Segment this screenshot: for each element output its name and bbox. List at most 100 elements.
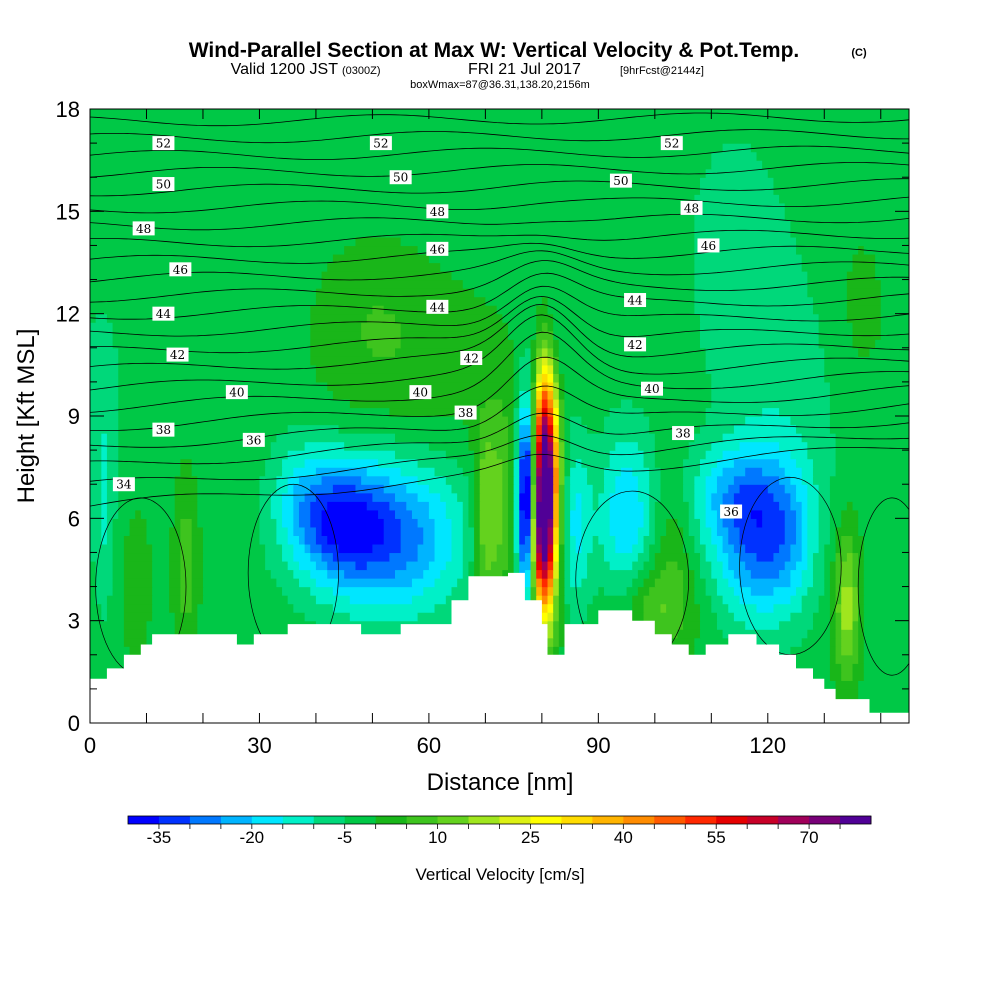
field-cell	[575, 535, 582, 545]
field-cell	[395, 313, 503, 323]
field-cell	[558, 612, 566, 622]
field-cell	[118, 424, 289, 434]
field-cell	[858, 509, 909, 519]
contour-label-box	[609, 173, 632, 188]
field-cell	[90, 356, 119, 366]
field-cell	[513, 450, 520, 460]
field-cell	[146, 518, 176, 528]
field-cell	[750, 569, 780, 579]
field-cell	[90, 535, 102, 545]
field-cell	[790, 450, 808, 460]
field-cell	[835, 552, 848, 562]
field-cell	[389, 501, 407, 511]
field-cell	[694, 492, 707, 502]
field-cell	[524, 535, 532, 545]
field-cell	[700, 424, 735, 434]
field-cell	[829, 424, 909, 434]
field-cell	[507, 433, 515, 443]
colorbar-tick-label: 55	[707, 828, 726, 847]
field-cell	[773, 586, 797, 596]
field-cell	[570, 518, 582, 528]
field-cell	[417, 518, 436, 528]
field-cell	[541, 612, 549, 622]
field-cell	[722, 535, 729, 545]
field-cell	[824, 578, 831, 588]
field-cell	[315, 620, 458, 630]
field-cell	[513, 364, 520, 374]
field-cell	[180, 560, 193, 571]
field-cell	[694, 228, 791, 238]
colorbar-bin	[375, 816, 408, 824]
field-cell	[123, 595, 153, 605]
field-cell	[90, 339, 114, 349]
field-cell	[790, 569, 803, 579]
field-cell	[321, 552, 334, 562]
colorbar-bin	[499, 816, 531, 824]
field-cell	[558, 543, 566, 554]
field-cell	[344, 441, 430, 451]
field-cell	[829, 586, 837, 596]
field-cell	[129, 646, 142, 656]
field-cell	[451, 543, 464, 554]
field-cell	[118, 390, 334, 400]
field-cell	[863, 245, 909, 255]
field-cell	[733, 424, 797, 434]
colorbar-bin	[840, 816, 872, 824]
field-cell	[694, 501, 707, 511]
field-cell	[507, 552, 515, 562]
field-cell	[649, 629, 679, 639]
field-cell	[553, 330, 701, 340]
contour-label-box	[672, 426, 695, 441]
field-cell	[507, 535, 515, 545]
field-cell	[541, 407, 549, 417]
field-cell	[123, 586, 153, 596]
field-cell	[587, 603, 633, 613]
field-cell	[90, 134, 909, 144]
field-cell	[547, 535, 554, 545]
field-cell	[637, 526, 650, 536]
field-cell	[530, 390, 537, 400]
field-cell	[276, 526, 289, 536]
field-cell	[310, 347, 374, 357]
field-cell	[541, 424, 549, 434]
contour-label: 50	[613, 174, 628, 188]
field-cell	[807, 526, 820, 536]
field-cell	[507, 416, 515, 426]
field-cell	[880, 288, 909, 298]
field-cell	[711, 160, 763, 170]
field-cell	[428, 560, 447, 571]
field-cell	[496, 552, 509, 562]
field-cell	[451, 484, 470, 494]
field-cell	[417, 492, 441, 502]
field-cell	[688, 552, 701, 562]
field-cell	[434, 467, 464, 477]
field-cell	[609, 492, 639, 502]
field-cell	[858, 680, 909, 690]
field-cell	[90, 518, 102, 528]
field-cell	[733, 475, 780, 485]
field-cell	[553, 612, 560, 622]
field-cell	[654, 526, 667, 536]
field-cell	[361, 475, 390, 485]
field-cell	[722, 467, 746, 477]
field-cell	[434, 518, 453, 528]
field-cell	[643, 509, 650, 519]
field-cell	[106, 603, 125, 613]
field-cell	[462, 560, 470, 571]
field-cell	[123, 543, 153, 554]
field-cell	[90, 458, 102, 468]
field-cell	[812, 560, 825, 571]
field-cell	[265, 552, 283, 562]
field-cell	[603, 484, 616, 494]
field-cell	[112, 560, 125, 571]
field-cell	[366, 501, 390, 511]
field-cell	[835, 595, 842, 605]
field-cell	[118, 467, 181, 477]
field-cell	[801, 569, 814, 579]
field-cell	[530, 509, 537, 519]
field-cell	[829, 526, 837, 536]
field-cell	[191, 560, 204, 571]
field-cell	[694, 578, 707, 588]
field-cell	[327, 629, 447, 639]
field-cell	[649, 586, 684, 596]
